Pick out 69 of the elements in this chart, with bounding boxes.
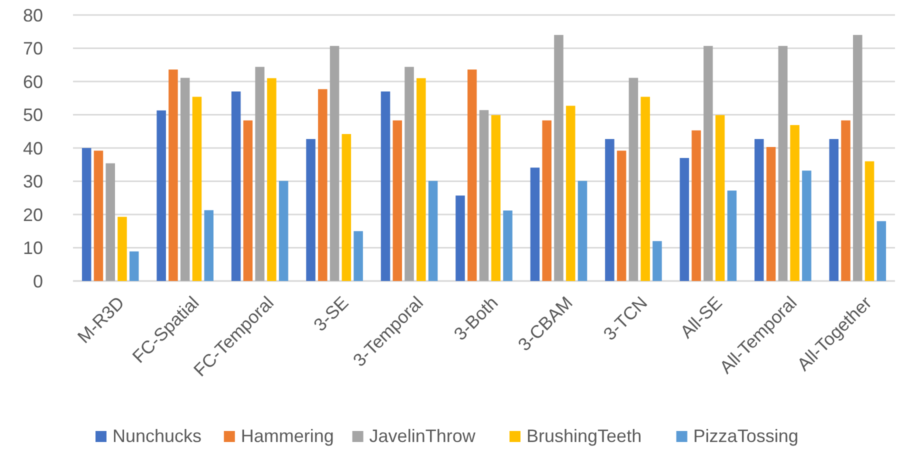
bar — [841, 120, 850, 281]
bar — [578, 180, 588, 281]
bar — [456, 196, 465, 281]
y-tick-label: 70 — [22, 38, 43, 59]
bar — [118, 216, 127, 281]
bar — [278, 180, 288, 281]
bar — [778, 46, 788, 281]
legend-label: BrushingTeeth — [526, 426, 642, 446]
bar — [204, 210, 214, 281]
y-tick-label: 0 — [32, 271, 43, 292]
bar — [243, 120, 253, 281]
bar — [404, 66, 414, 281]
bar — [168, 70, 178, 281]
y-tick-label: 30 — [22, 172, 43, 192]
bar — [156, 110, 166, 281]
legend-label: Nunchucks — [112, 426, 202, 446]
bar — [306, 139, 316, 281]
bar — [680, 158, 690, 281]
bar — [416, 78, 426, 281]
bar — [704, 46, 713, 281]
bar — [479, 110, 489, 281]
bar — [853, 34, 862, 281]
y-tick-label: 10 — [22, 238, 43, 258]
bar — [766, 147, 776, 281]
bar — [715, 115, 725, 281]
bar — [566, 106, 576, 281]
y-tick-label: 80 — [22, 5, 43, 26]
bar — [94, 150, 104, 281]
bar — [754, 139, 764, 281]
bar — [330, 46, 340, 281]
legend-label: Hammering — [240, 426, 334, 446]
bar — [790, 125, 800, 281]
bar — [318, 89, 328, 281]
bar — [255, 66, 264, 281]
bar — [428, 180, 438, 281]
bar — [692, 130, 701, 281]
bar — [802, 170, 812, 281]
y-tick-label: 20 — [22, 204, 43, 225]
bar — [491, 115, 501, 281]
bar — [727, 190, 737, 281]
bar — [628, 78, 638, 281]
legend-label: PizzaTossing — [693, 426, 798, 446]
bar — [380, 91, 390, 281]
y-tick-label: 60 — [22, 72, 43, 92]
bar — [267, 78, 276, 281]
bar — [129, 251, 139, 281]
bar — [192, 96, 202, 281]
bar — [106, 163, 115, 281]
bar — [864, 161, 874, 281]
bar — [616, 150, 626, 281]
bar — [652, 241, 662, 281]
bar — [342, 134, 352, 281]
y-tick-label: 40 — [22, 138, 43, 158]
bar — [605, 139, 614, 281]
bar — [876, 221, 886, 281]
bar — [392, 120, 402, 281]
bar — [467, 70, 477, 281]
bar — [503, 210, 512, 281]
bar — [554, 34, 564, 281]
bar — [829, 139, 839, 281]
bar — [542, 120, 552, 281]
bar — [640, 96, 650, 281]
bar — [82, 148, 92, 281]
bar — [231, 91, 241, 281]
bar — [180, 78, 190, 281]
legend-label: JavelinThrow — [369, 426, 476, 446]
y-tick-label: 50 — [22, 105, 43, 126]
bar — [354, 231, 363, 281]
bar — [530, 168, 540, 281]
